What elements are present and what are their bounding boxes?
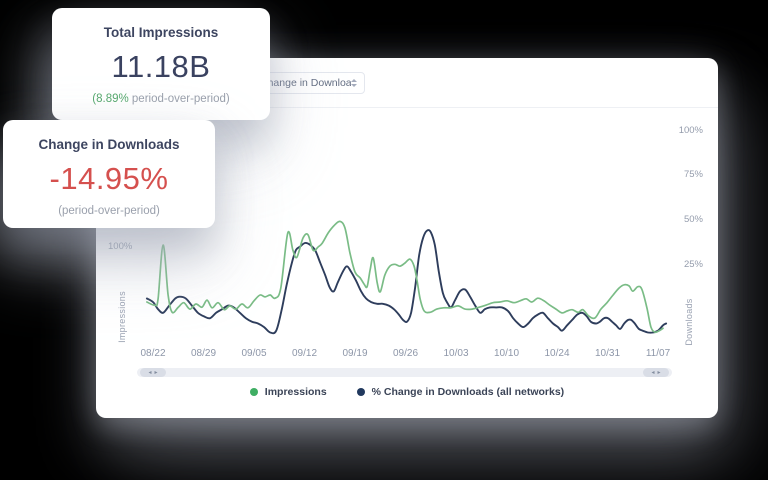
metric-dropdown-label: Change in Downloads — [260, 77, 351, 89]
x-axis-tick: 10/24 — [544, 348, 570, 359]
card-value: -14.95% — [49, 161, 169, 196]
chart-legend: Impressions % Change in Downloads (all n… — [96, 386, 718, 398]
change-in-downloads-card: Change in Downloads -14.95% (period-over… — [3, 120, 215, 228]
card-title: Change in Downloads — [38, 137, 180, 152]
chart-scrollbar[interactable]: ◂ ▸ ◂ ▸ — [137, 368, 672, 377]
total-impressions-card: Total Impressions 11.18B (8.89% period-o… — [52, 8, 270, 120]
delta-value: (8.89% — [92, 93, 129, 105]
x-axis-tick: 08/29 — [190, 348, 217, 359]
card-subtitle: (period-over-period) — [58, 205, 160, 217]
right-axis-title: Downloads — [684, 298, 694, 346]
right-axis-tick: 25% — [683, 259, 703, 270]
left-axis-tick: 100% — [108, 241, 133, 252]
scroll-right-handle[interactable]: ◂ ▸ — [643, 368, 669, 377]
card-value: 11.18B — [111, 49, 211, 84]
right-arrow-icon: ▸ — [657, 369, 661, 376]
right-arrow-icon: ▸ — [154, 369, 158, 376]
x-axis-tick: 10/03 — [443, 348, 469, 359]
header-divider — [96, 107, 718, 108]
x-axis-tick: 11/07 — [645, 348, 671, 359]
legend-item-downloads[interactable]: % Change in Downloads (all networks) — [356, 386, 565, 398]
card-title: Total Impressions — [103, 25, 219, 40]
x-axis-labels: 08/22 08/29 09/05 09/12 09/19 09/26 10/03 10/10… — [136, 348, 676, 362]
scroll-left-handle[interactable]: ◂ ▸ — [140, 368, 166, 377]
left-axis-title: Impressions — [117, 291, 127, 343]
legend-item-impressions[interactable]: Impressions — [249, 386, 327, 398]
left-arrow-icon: ◂ — [651, 369, 655, 376]
x-axis-tick: 09/19 — [342, 348, 368, 359]
left-arrow-icon: ◂ — [148, 369, 152, 376]
x-axis-tick: 09/05 — [241, 348, 267, 359]
right-axis-tick: 50% — [683, 214, 703, 225]
legend-label: % Change in Downloads (all networks) — [371, 386, 565, 398]
x-axis-tick: 09/26 — [392, 348, 419, 359]
delta-suffix: period-over-period) — [128, 93, 230, 105]
metric-dropdown[interactable]: Change in Downloads — [252, 72, 365, 94]
impressions-line — [146, 220, 664, 334]
right-axis-tick: 100% — [678, 125, 703, 136]
x-axis-tick: 10/31 — [594, 348, 621, 359]
x-axis-tick: 10/10 — [493, 348, 520, 359]
selector-icon — [351, 79, 357, 87]
x-axis-tick: 08/22 — [140, 348, 166, 359]
downloads-line — [145, 229, 668, 335]
card-subtitle: (8.89% period-over-period) — [52, 93, 270, 105]
line-chart — [145, 220, 668, 335]
legend-label: Impressions — [264, 386, 327, 398]
impressions-dot-icon — [249, 388, 258, 396]
right-axis-tick: 75% — [683, 169, 703, 180]
downloads-dot-icon — [356, 388, 365, 396]
x-axis-tick: 09/12 — [291, 348, 318, 359]
